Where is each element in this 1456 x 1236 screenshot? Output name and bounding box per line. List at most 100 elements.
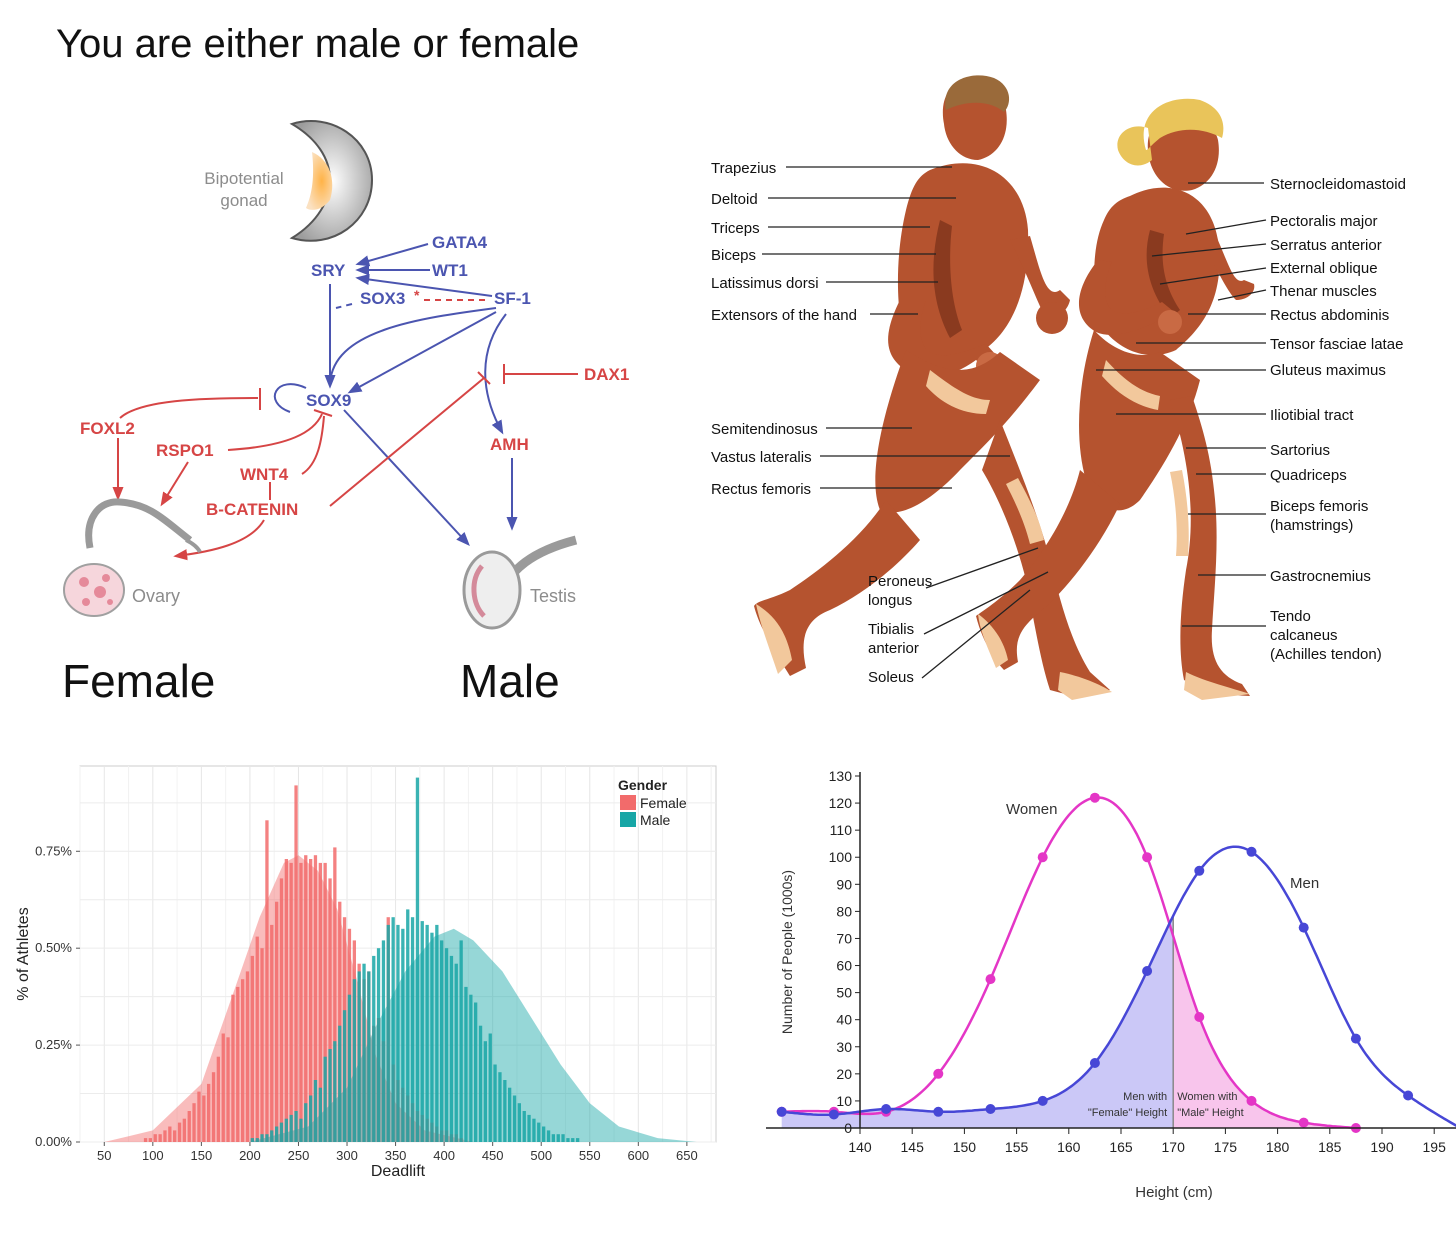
bar-female <box>192 1103 196 1142</box>
bar-male <box>522 1111 526 1142</box>
muscle-label-right: Rectus abdominis <box>1270 307 1389 324</box>
bar-male <box>527 1114 531 1142</box>
bar-female <box>202 1095 206 1142</box>
muscle-label-right: Serratus anterior <box>1270 237 1382 254</box>
bar-female <box>211 1072 216 1142</box>
muscle-label-left: Deltoid <box>711 191 758 208</box>
point-women <box>1194 1012 1205 1022</box>
sf1-to-sox9-arrow <box>347 311 497 394</box>
muscle-label-left: Trapezius <box>711 160 776 177</box>
men-female-height-area <box>781 915 1174 1128</box>
x-tick-label: 150 <box>953 1139 977 1155</box>
bar-male <box>313 1080 318 1142</box>
bar-male <box>342 1010 347 1142</box>
bar-male <box>381 940 386 1142</box>
female-runner-figure <box>976 98 1255 700</box>
gene-sox3: SOX3 <box>360 289 405 308</box>
y-tick-label: 50 <box>836 985 852 1001</box>
bar-female <box>163 1130 167 1142</box>
bar-female <box>143 1138 148 1142</box>
muscle-label-left: Latissimus dorsi <box>711 275 819 292</box>
muscle-label-right: Thenar muscles <box>1270 283 1377 300</box>
x-tick-label: 185 <box>1318 1139 1342 1155</box>
height-distribution-chart: 0 10 20 30 40 50 60 70 80 90 100 110 120 130 140 145 150… <box>766 768 1456 1201</box>
muscle-label-left: Rectus femoris <box>711 481 811 498</box>
legend-female-swatch <box>620 795 636 810</box>
bar-female <box>221 1033 225 1142</box>
y-tick-label: 0.50% <box>35 940 72 955</box>
bar-male <box>391 917 395 1142</box>
muscle-anatomy-illustration: Trapezius Deltoid Triceps Biceps Latissimus … <box>711 75 1406 700</box>
x-tick-label: 350 <box>385 1148 407 1163</box>
deadlift-histogram-chart: 50 100 150 200 250 300 350 400 450 500 550 600 650 0.… <box>15 765 717 1180</box>
x-tick-label: 165 <box>1109 1139 1133 1155</box>
area-annotation: Women with <box>1177 1091 1237 1103</box>
y-tick-label: 20 <box>836 1066 852 1082</box>
bar-male <box>532 1118 536 1142</box>
point-women <box>933 1068 944 1079</box>
x-tick-label: 550 <box>579 1148 601 1163</box>
bar-male <box>367 971 371 1142</box>
bar-male <box>517 1103 521 1142</box>
x-tick-label: 160 <box>1057 1139 1081 1155</box>
bar-male <box>493 1064 497 1142</box>
bar-male <box>318 1087 322 1142</box>
muscle-label-right: Tensor fasciae latae <box>1270 336 1403 353</box>
rspo1-to-ovary-arrow <box>160 461 189 507</box>
muscle-label-left: Extensors of the hand <box>711 307 857 324</box>
bar-male <box>546 1130 551 1142</box>
bar-male <box>406 909 410 1142</box>
bar-female <box>265 820 269 1142</box>
ovary-label: Ovary <box>132 586 180 606</box>
bar-male <box>270 1130 274 1142</box>
point-men <box>1037 1095 1048 1106</box>
x-tick-label: 140 <box>848 1139 872 1155</box>
female-hair <box>1117 98 1224 166</box>
gene-amh: AMH <box>490 435 529 454</box>
area-annotation: "Male" Height <box>1177 1107 1244 1119</box>
gene-wt1: WT1 <box>432 261 468 280</box>
muscle-label-right: Sartorius <box>1270 442 1330 459</box>
bar-female <box>260 948 264 1142</box>
bar-male <box>328 1049 332 1142</box>
bar-male <box>537 1122 541 1142</box>
x-tick-label: 150 <box>191 1148 213 1163</box>
muscle-label-right: (Achilles tendon) <box>1270 646 1382 663</box>
legend-female-label: Female <box>640 795 687 811</box>
bar-male <box>576 1138 580 1142</box>
y-tick-label: 0.75% <box>35 843 72 858</box>
muscle-label-lower-leg: Peroneus <box>868 573 932 590</box>
women-curve-label: Women <box>1006 801 1057 818</box>
bar-male <box>323 1056 327 1142</box>
bar-male <box>338 1025 342 1142</box>
gene-sox3-mark: * <box>414 287 420 303</box>
x-tick-label: 100 <box>142 1148 164 1163</box>
point-men <box>1246 846 1257 857</box>
gene-sox9: SOX9 <box>306 391 351 410</box>
bar-male <box>512 1095 517 1142</box>
x-tick-label: 200 <box>239 1148 261 1163</box>
deadlift-xlabel: Deadlift <box>371 1163 426 1180</box>
foxl2-inhibits-sox9 <box>119 397 259 419</box>
bar-male <box>386 924 390 1142</box>
point-men <box>881 1104 892 1114</box>
point-men <box>776 1106 787 1117</box>
sox9-to-testis-arrow <box>343 409 470 547</box>
bar-male <box>425 924 429 1142</box>
bar-male <box>362 963 366 1142</box>
bar-male <box>347 994 352 1142</box>
bar-male <box>478 1025 483 1142</box>
x-tick-label: 250 <box>288 1148 310 1163</box>
x-tick-label: 500 <box>530 1148 552 1163</box>
bar-male <box>396 924 400 1142</box>
legend-male-swatch <box>620 812 636 827</box>
rspo1-inhibits-sox9 <box>227 413 323 451</box>
bar-female <box>197 1091 201 1142</box>
bar-female <box>299 862 303 1142</box>
bar-female <box>294 785 298 1142</box>
bar-female <box>323 862 327 1142</box>
bar-female <box>279 878 284 1142</box>
female-label: Female <box>62 655 216 707</box>
bar-female <box>270 924 274 1142</box>
gonad-differentiation-diagram: Bipotential gonad GATA4 WT1 SRY <box>63 120 629 630</box>
